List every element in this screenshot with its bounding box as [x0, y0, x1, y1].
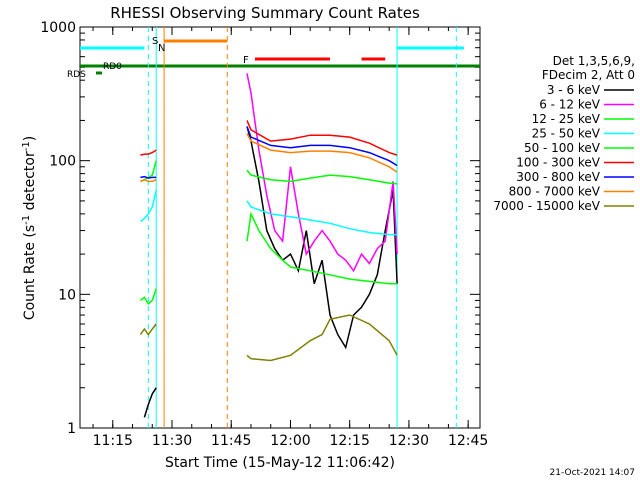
saa-flag-label: S	[152, 36, 158, 47]
legend-label: 25 - 50 keV	[532, 127, 601, 141]
legend-label: 7000 - 15000 keV	[493, 199, 600, 213]
legend-label: 50 - 100 keV	[524, 141, 601, 155]
series-line	[139, 323, 157, 336]
series-line	[246, 314, 398, 362]
series-line	[140, 178, 157, 183]
legend-label: 3 - 6 keV	[547, 83, 601, 97]
legend-label: 300 - 800 keV	[516, 170, 600, 184]
x-tick-label: 11:45	[211, 433, 251, 449]
series-line	[139, 288, 157, 305]
x-tick-label: 11:30	[152, 433, 192, 449]
chart-title: RHESSI Observing Summary Count Rates	[110, 4, 420, 22]
timestamp: 21-Oct-2021 14:07	[550, 468, 635, 478]
observing-flags	[80, 27, 480, 428]
legend-header-1: Det 1,3,5,6,9,	[553, 54, 635, 68]
legend-label: 6 - 12 keV	[539, 98, 601, 112]
legend-header-2: FDecim 2, Att 0	[542, 68, 635, 82]
series-line	[140, 149, 157, 156]
night-flag-label: N	[158, 43, 165, 54]
series-line	[246, 211, 398, 285]
x-tick-label: 11:15	[93, 433, 133, 449]
y-tick-label: 10	[58, 287, 76, 303]
series-line	[246, 169, 398, 185]
rd0-flag-label: RD0	[103, 62, 122, 72]
legend-label: 800 - 7000 keV	[509, 185, 601, 199]
x-tick-label: 12:15	[330, 433, 370, 449]
plot-frame	[79, 26, 481, 429]
y-tick-label: 1000	[40, 20, 76, 36]
rds-flag-label: RDS	[67, 70, 86, 80]
x-tick-label: 12:00	[270, 433, 310, 449]
legend: Det 1,3,5,6,9, FDecim 2, Att 0 3 - 6 keV…	[493, 54, 635, 213]
series-line	[246, 126, 398, 167]
x-tick-label: 12:45	[448, 433, 488, 449]
series-line	[143, 387, 157, 418]
series-line	[246, 200, 398, 236]
flare-flag-label: F	[243, 55, 249, 66]
series-line	[139, 190, 157, 223]
series-line	[246, 73, 398, 273]
y-axis-label: Count Rate (s-1 detector-1)	[21, 136, 38, 320]
series-line	[246, 133, 398, 173]
legend-label: 12 - 25 keV	[532, 112, 601, 126]
series-line	[246, 120, 398, 156]
y-tick-label: 100	[49, 154, 76, 170]
x-axis-label: Start Time (15-May-12 11:06:42)	[165, 455, 395, 471]
axis-ticks: 11:15 11:30 11:45 12:00 12:15 12:30 12:45 1 10 10…	[40, 20, 488, 449]
data-series	[139, 73, 398, 418]
y-tick-label: 1	[67, 421, 76, 437]
legend-label: 100 - 300 keV	[516, 156, 600, 170]
x-tick-label: 12:30	[389, 433, 429, 449]
series-line	[140, 175, 157, 179]
